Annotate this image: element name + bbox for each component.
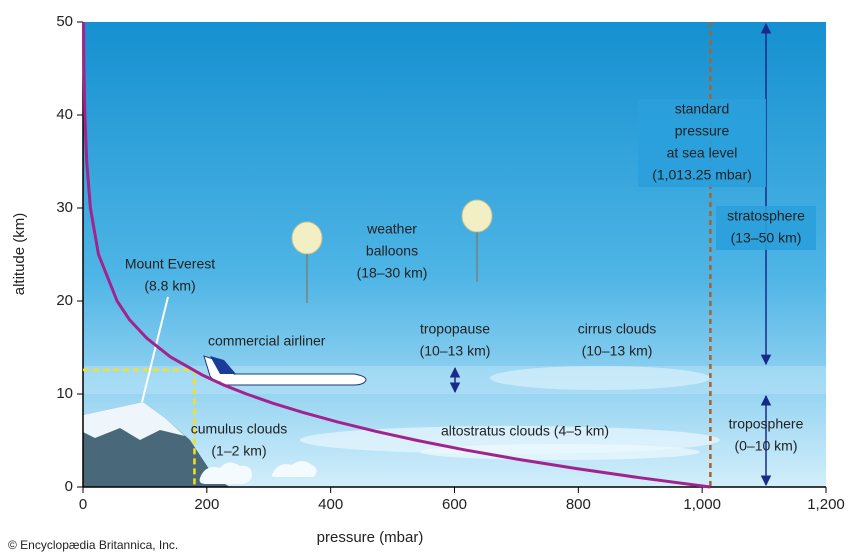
annotation: altostratus clouds (4–5 km) bbox=[441, 423, 609, 439]
y-tick-label: 30 bbox=[56, 199, 73, 216]
x-tick-label: 400 bbox=[318, 496, 343, 513]
annotation: cumulus clouds bbox=[191, 421, 288, 437]
credit: © Encyclopædia Britannica, Inc. bbox=[8, 538, 178, 552]
balloon bbox=[292, 222, 322, 254]
x-tick-label: 800 bbox=[566, 496, 591, 513]
x-axis-label: pressure (mbar) bbox=[317, 529, 424, 546]
balloon bbox=[462, 200, 492, 232]
y-tick-label: 50 bbox=[56, 13, 73, 30]
x-tick-label: 1,200 bbox=[807, 496, 845, 513]
y-tick-label: 40 bbox=[56, 106, 73, 123]
x-tick-label: 1,000 bbox=[683, 496, 721, 513]
annotation: balloons bbox=[366, 243, 418, 259]
annotation: (10–13 km) bbox=[420, 343, 491, 359]
annotation: stratosphere bbox=[727, 208, 805, 224]
sky bbox=[83, 22, 826, 487]
annotation: (0–10 km) bbox=[734, 438, 797, 454]
page: {"chart_data": { "type": "line", "xlabel… bbox=[0, 0, 853, 555]
y-axis-label: altitude (km) bbox=[11, 213, 28, 296]
y-tick-label: 0 bbox=[65, 478, 73, 495]
cirrus-cloud bbox=[490, 366, 710, 390]
chart: 0 10 20 30 40 50 0 200 400 600 800 1,000 1,200 Mount … bbox=[0, 0, 853, 555]
annotation: (1–2 km) bbox=[211, 443, 266, 459]
y-tick-label: 20 bbox=[56, 292, 73, 309]
annotation: standard bbox=[675, 101, 729, 117]
annotation: cirrus clouds bbox=[578, 321, 657, 337]
annotation: at sea level bbox=[667, 145, 738, 161]
x-tick-label: 0 bbox=[79, 496, 87, 513]
annotation: (13–50 km) bbox=[731, 230, 802, 246]
annotation: (8.8 km) bbox=[144, 278, 195, 294]
annotation: pressure bbox=[675, 123, 730, 139]
annotation: (1,013.25 mbar) bbox=[652, 167, 752, 183]
annotation: commercial airliner bbox=[208, 333, 326, 349]
x-tick-label: 200 bbox=[194, 496, 219, 513]
annotation: troposphere bbox=[729, 416, 804, 432]
annotation: (18–30 km) bbox=[357, 265, 428, 281]
altostratus-cloud bbox=[420, 444, 700, 460]
background bbox=[83, 22, 826, 487]
y-tick-label: 10 bbox=[56, 385, 73, 402]
annotation: (10–13 km) bbox=[582, 343, 653, 359]
annotation: tropopause bbox=[420, 321, 490, 337]
annotation: weather bbox=[366, 221, 417, 237]
annotation: Mount Everest bbox=[125, 256, 215, 272]
x-tick-label: 600 bbox=[442, 496, 467, 513]
